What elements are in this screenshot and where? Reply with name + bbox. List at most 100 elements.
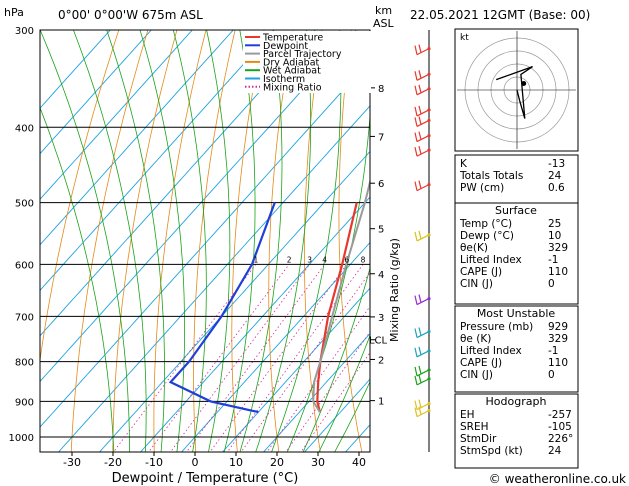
mixing-ratio-line xyxy=(148,264,290,452)
isotherm-line xyxy=(40,30,193,200)
asl-unit-label: ASL xyxy=(373,17,395,30)
table-row-label: Pressure (mb) xyxy=(460,321,533,333)
mixing-ratio-line xyxy=(226,264,364,452)
table-row-label: Dewp (°C) xyxy=(460,230,514,242)
dry-adiabat-line xyxy=(405,19,446,454)
indices-table: K -13 Totals Totals 24 PW (cm) 0.6 xyxy=(459,158,565,194)
table-row-value: 10 xyxy=(548,230,561,242)
legend-label: Parcel Trajectory xyxy=(263,49,342,60)
wet-adiabat-lines xyxy=(40,30,370,452)
table-row-value: -105 xyxy=(548,421,572,433)
km-tick-label: 6 xyxy=(378,179,384,190)
km-tick-label: 3 xyxy=(378,313,384,324)
km-tick-label: 7 xyxy=(378,132,384,143)
mixing-ratio-label: 10 xyxy=(371,255,381,264)
table-row-value: -257 xyxy=(548,409,572,421)
dry-adiabat-line xyxy=(303,30,323,452)
table-row-label: θe(K) xyxy=(460,242,488,254)
wet-adiabat-line xyxy=(206,30,231,452)
wet-adiabat-line xyxy=(72,30,147,452)
hodograph-table-title: Hodograph xyxy=(486,395,547,408)
table-row-value: -1 xyxy=(548,345,558,357)
legend-label: Dewpoint xyxy=(263,41,308,52)
dry-adiabat-line xyxy=(153,30,207,452)
hodograph-unit-label: kt xyxy=(460,33,469,43)
isotherm-line xyxy=(262,332,370,452)
table-row-value: 110 xyxy=(548,266,568,278)
location-label: 0°00' 0°00'W 675m ASL xyxy=(58,8,203,22)
wet-adiabat-line xyxy=(271,30,342,452)
table-row-label: StmSpd (kt) xyxy=(460,445,523,457)
wet-adiabat-line xyxy=(286,111,370,452)
wind-barb xyxy=(414,131,431,143)
isotherm-line xyxy=(57,105,370,452)
isotherm-line xyxy=(98,150,370,452)
mixing-ratio-label: 20 xyxy=(413,255,423,264)
table-row-label: CIN (J) xyxy=(460,369,493,381)
dry-adiabat-line xyxy=(112,30,178,452)
skewt-plot-area: 1 2 3 4 6 8 10 15 20 25 xyxy=(40,19,629,454)
mixing-ratio-label: 6 xyxy=(344,255,349,264)
mixing-ratio-label: 8 xyxy=(361,255,366,264)
table-row-label: Temp (°C) xyxy=(459,218,512,230)
indices-panel: K -13 Totals Totals 24 PW (cm) 0.6 Surface Te… xyxy=(454,154,579,469)
series-dewpoint-line xyxy=(168,202,276,414)
pressure-tick-label: 1000 xyxy=(9,433,34,444)
pressure-tick-label: 700 xyxy=(15,312,34,323)
table-row-value: 110 xyxy=(548,357,568,369)
km-tick-label: 8 xyxy=(378,84,384,95)
wind-barb xyxy=(414,116,431,127)
legend-label: Mixing Ratio xyxy=(263,82,322,93)
isotherm-lines xyxy=(40,30,370,452)
mixing-ratio-lines xyxy=(112,264,370,452)
wind-barb xyxy=(414,105,431,117)
pressure-tick-label: 900 xyxy=(15,397,34,408)
wind-barb xyxy=(414,406,431,418)
mixing-ratio-label: 1 xyxy=(254,255,259,264)
mixing-ratio-line xyxy=(170,264,310,452)
table-row-label: θe (K) xyxy=(460,333,491,345)
pressure-tick-label: 600 xyxy=(15,260,34,271)
temperature-tick-label: 20 xyxy=(270,456,284,469)
wind-barb xyxy=(414,180,431,192)
table-row-label: SREH xyxy=(460,421,489,433)
table-row-label: Lifted Index xyxy=(460,254,522,266)
dry-adiabat-line xyxy=(193,30,236,452)
isotherm-line xyxy=(40,30,357,383)
wet-adiabat-line xyxy=(334,380,370,452)
temperature-tick-label: -30 xyxy=(63,456,81,469)
km-tick-label: 4 xyxy=(378,270,384,281)
table-row-label: StmDir xyxy=(460,433,497,445)
wet-adiabat-line xyxy=(139,30,186,452)
table-row-value: 0 xyxy=(548,278,555,290)
isotherm-line xyxy=(221,287,370,452)
table-row-value: -13 xyxy=(548,158,565,170)
dry-adiabat-line xyxy=(268,30,294,452)
isotherm-line xyxy=(40,30,316,337)
table-row-value: 226° xyxy=(548,433,573,445)
most-unstable-table: Pressure (mb) 929 θe (K) 329 Lifted Index -1 C… xyxy=(460,321,568,381)
legend-label: Isotherm xyxy=(263,74,305,85)
mixing-ratio-label: 4 xyxy=(322,255,327,264)
mixing-ratio-label: 3 xyxy=(307,255,312,264)
table-row-label: Lifted Index xyxy=(460,345,522,357)
surface-title: Surface xyxy=(495,204,537,217)
wind-barb xyxy=(414,230,431,242)
mixing-ratio-axis-label: Mixing Ratio (g/kg) xyxy=(388,238,401,342)
wet-adiabat-line xyxy=(255,30,312,452)
legend-label: Temperature xyxy=(262,33,323,44)
mixing-ratio-line xyxy=(240,271,370,452)
wet-adiabat-line xyxy=(318,334,370,452)
temperature-tick-label: 0 xyxy=(192,456,199,469)
table-row-label: CIN (J) xyxy=(460,278,493,290)
dry-adiabat-line xyxy=(612,19,629,454)
legend-label: Wet Adiabat xyxy=(263,66,321,77)
pressure-tick-label: 500 xyxy=(15,199,34,210)
pressure-unit-label: hPa xyxy=(4,6,24,19)
mixing-ratio-line xyxy=(209,264,348,452)
isotherm-line xyxy=(40,30,152,155)
temperature-tick-label: -20 xyxy=(104,456,122,469)
km-ticks: 8 7 6 5 4 3 2 1 xyxy=(370,84,384,408)
